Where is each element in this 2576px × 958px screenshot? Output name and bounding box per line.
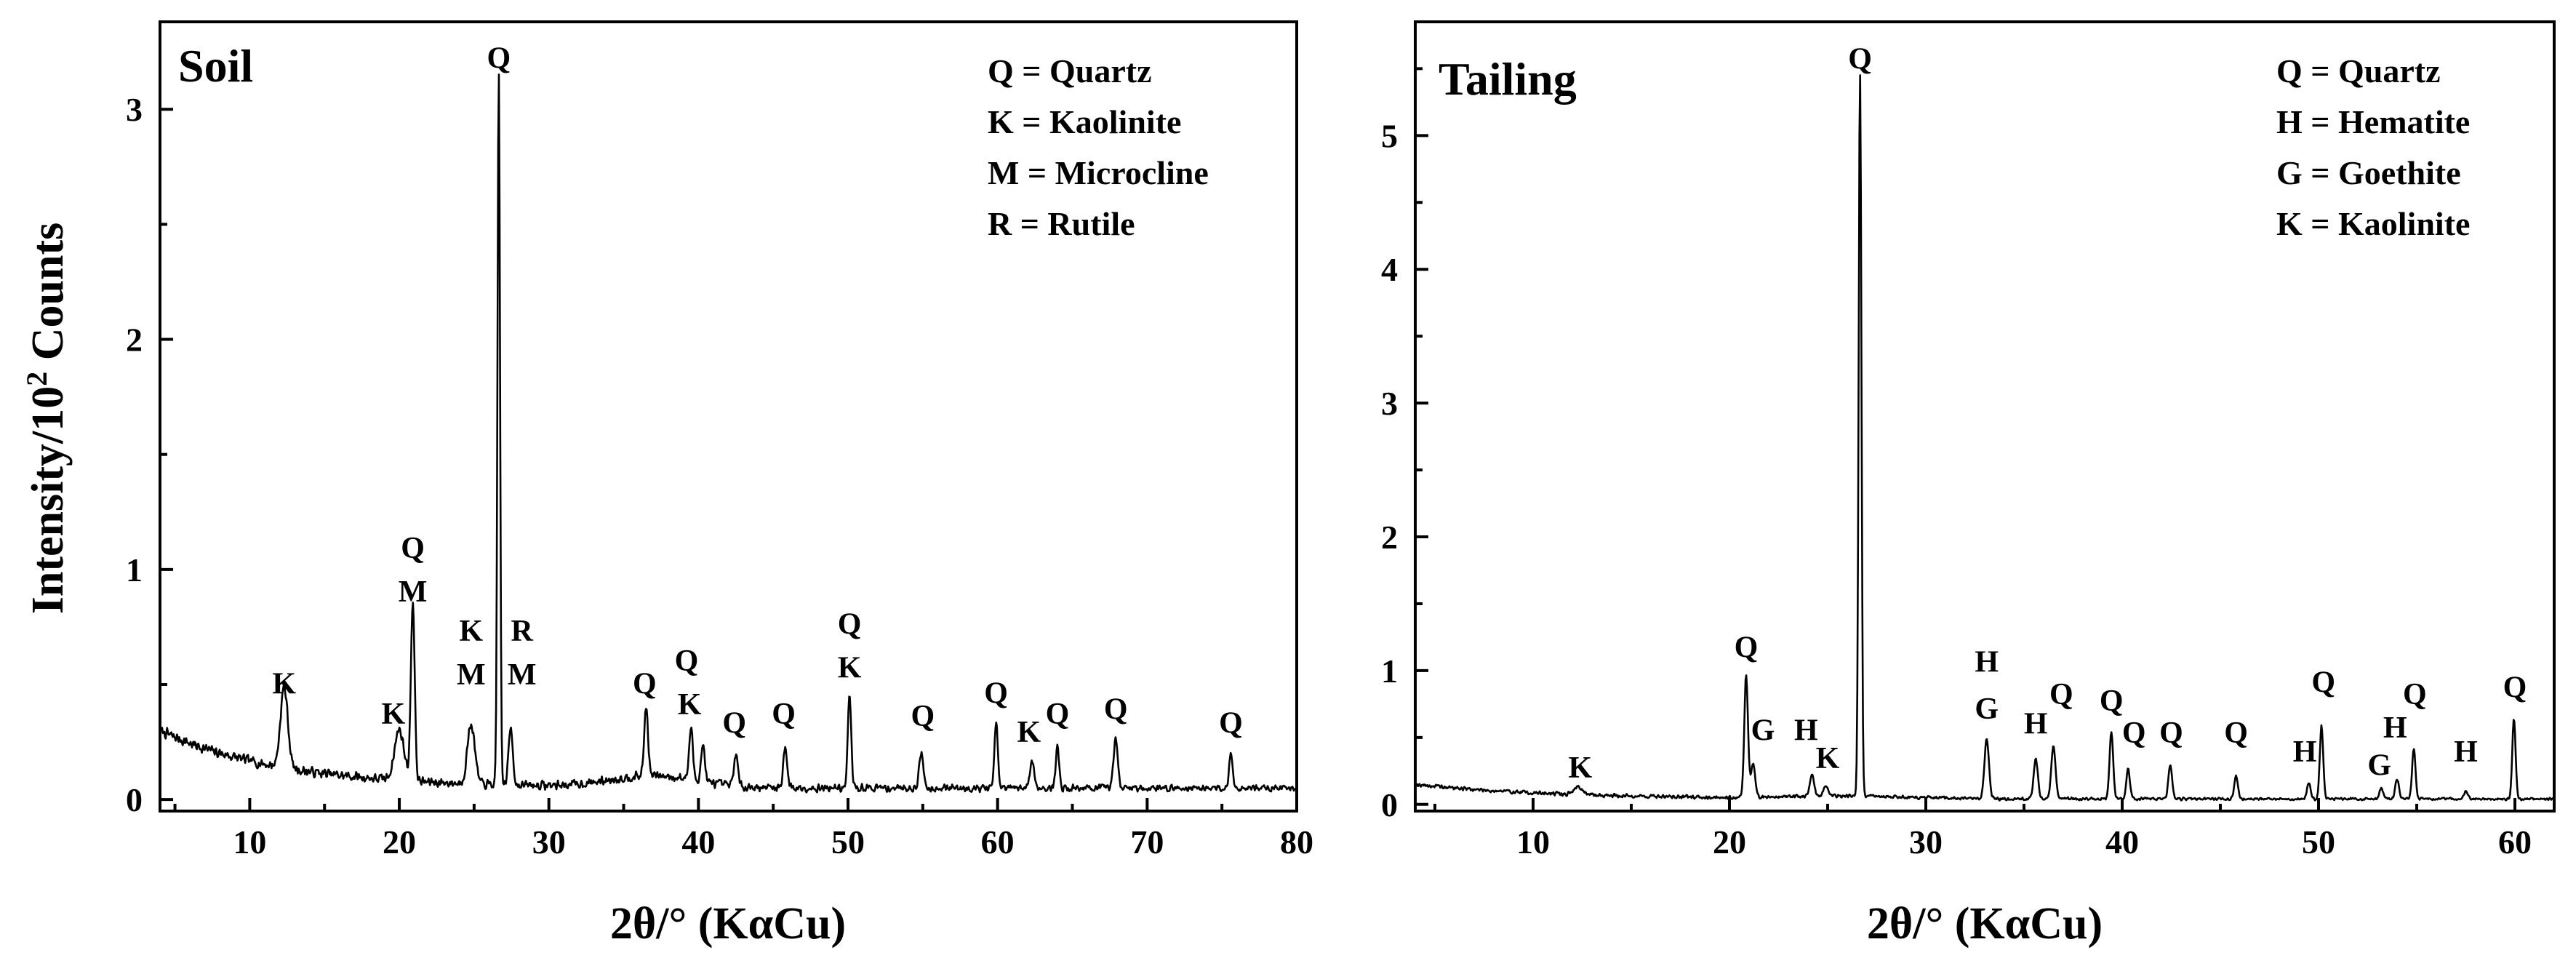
- peak-label: Q: [633, 668, 657, 701]
- peak-label: K: [1816, 742, 1840, 775]
- peak-label: Q: [401, 532, 425, 565]
- x-tick-label: 30: [1909, 823, 1943, 861]
- peak-label: Q: [1104, 692, 1128, 726]
- peak-label: Q: [1848, 42, 1872, 76]
- y-tick-label: 2: [1381, 519, 1398, 556]
- tailing-legend-entry: H = Hematite: [2276, 103, 2470, 140]
- peak-label: M: [457, 658, 486, 692]
- peak-label: Q: [487, 41, 511, 75]
- peak-label: Q: [2049, 678, 2073, 711]
- y-tick-label: 2: [126, 322, 143, 359]
- y-tick-label: 3: [1381, 385, 1398, 422]
- soil-panel-title: Soil: [178, 40, 253, 92]
- peak-label: K: [1568, 751, 1592, 785]
- y-tick-label: 5: [1381, 117, 1398, 154]
- x-tick-label: 60: [2498, 823, 2532, 861]
- peak-label: Q: [2503, 671, 2527, 705]
- x-tick-label: 20: [383, 823, 416, 861]
- peak-label: G: [1975, 692, 1999, 726]
- soil-legend-entry: K = Kaolinite: [988, 103, 1181, 140]
- soil-x-axis-label: 2θ/° (KαCu): [610, 899, 846, 949]
- peak-label: Q: [2311, 666, 2335, 699]
- y-tick-label: 0: [1381, 786, 1398, 823]
- tailing-panel-title: Tailing: [1439, 53, 1577, 105]
- y-axis-label-superscript: 2: [20, 372, 53, 386]
- peak-label: Q: [722, 706, 746, 740]
- x-tick-label: 40: [681, 823, 715, 861]
- peak-label: H: [2454, 735, 2478, 769]
- soil-legend-entry: Q = Quartz: [988, 52, 1152, 89]
- tailing-ticks: [1415, 67, 2516, 811]
- peak-label: Q: [1219, 706, 1243, 740]
- tailing-legend-entry: Q = Quartz: [2276, 52, 2441, 89]
- soil-legend-entry: M = Microcline: [988, 154, 1209, 191]
- x-tick-label: 20: [1713, 823, 1746, 861]
- y-tick-label: 3: [126, 91, 143, 128]
- peak-label: Q: [2224, 716, 2248, 750]
- peak-label: Q: [1046, 698, 1070, 731]
- peak-label: H: [1794, 714, 1818, 748]
- peak-label: K: [678, 688, 702, 722]
- peak-label: Q: [838, 607, 862, 641]
- tailing-xrd-trace: [1414, 74, 2555, 802]
- soil-legend: Q = Quartz K = Kaolinite M = Microcline …: [988, 52, 1209, 242]
- peak-label: Q: [675, 644, 699, 678]
- x-tick-label: 80: [1280, 823, 1313, 861]
- peak-label: Q: [2403, 678, 2427, 711]
- soil-plot-frame: [159, 20, 1298, 813]
- tailing-legend-entry: G = Goethite: [2276, 154, 2461, 191]
- tailing-tick-labels: 10 20 30 40 50 60 0 1 2 3 4 5: [1381, 117, 2532, 861]
- soil-tick-labels: 10 20 30 40 50 60 70 80 0 1 2 3: [126, 91, 1313, 861]
- peak-label: Q: [911, 700, 935, 733]
- soil-legend-entry: R = Rutile: [988, 205, 1135, 242]
- peak-label: K: [1017, 716, 1041, 749]
- y-tick-label: 1: [1381, 652, 1398, 690]
- peak-label: H: [1975, 646, 1999, 679]
- peak-label: Q: [2122, 716, 2146, 750]
- soil-panel: 10 20 30 40 50 60 70 80 0 1 2 3 Soil Q = Quartz K =…: [126, 20, 1313, 949]
- peak-label: Q: [2100, 684, 2124, 718]
- tailing-plot-frame: [1414, 20, 2556, 813]
- y-tick-label: 1: [126, 551, 143, 588]
- peak-label: G: [2367, 749, 2391, 782]
- y-tick-label: 0: [126, 781, 143, 818]
- peak-label: H: [2383, 711, 2407, 745]
- peak-label: Q: [772, 698, 796, 731]
- peak-label: R: [511, 615, 534, 648]
- y-tick-label: 4: [1381, 251, 1398, 288]
- peak-label: Q: [1735, 631, 1759, 665]
- peak-label: G: [1751, 714, 1775, 748]
- peak-label: H: [2293, 735, 2317, 769]
- tailing-legend: Q = Quartz H = Hematite G = Goethite K =…: [2276, 52, 2470, 242]
- x-tick-label: 60: [981, 823, 1015, 861]
- x-tick-label: 10: [233, 823, 266, 861]
- peak-label: H: [2024, 707, 2048, 741]
- peak-label: Q: [2159, 716, 2183, 750]
- tailing-panel: 10 20 30 40 50 60 0 1 2 3 4 5 Tailing Q = Quartz H …: [1381, 20, 2556, 949]
- peak-label: M: [399, 575, 428, 609]
- soil-xrd-trace: [159, 73, 1297, 794]
- x-tick-label: 40: [2105, 823, 2139, 861]
- x-tick-label: 10: [1516, 823, 1550, 861]
- tailing-legend-entry: K = Kaolinite: [2276, 205, 2470, 242]
- x-tick-label: 50: [831, 823, 865, 861]
- x-tick-label: 70: [1130, 823, 1164, 861]
- x-tick-label: 30: [532, 823, 566, 861]
- peak-label: K: [459, 615, 483, 648]
- peak-label: K: [272, 668, 296, 701]
- peak-label: K: [838, 652, 862, 685]
- y-axis-label: Intensity/102 Counts: [20, 223, 73, 615]
- peak-label: M: [508, 658, 537, 692]
- peak-label: Q: [984, 676, 1008, 710]
- x-tick-label: 50: [2302, 823, 2335, 861]
- peak-label: K: [381, 698, 405, 731]
- tailing-x-axis-label: 2θ/° (KαCu): [1867, 899, 2103, 949]
